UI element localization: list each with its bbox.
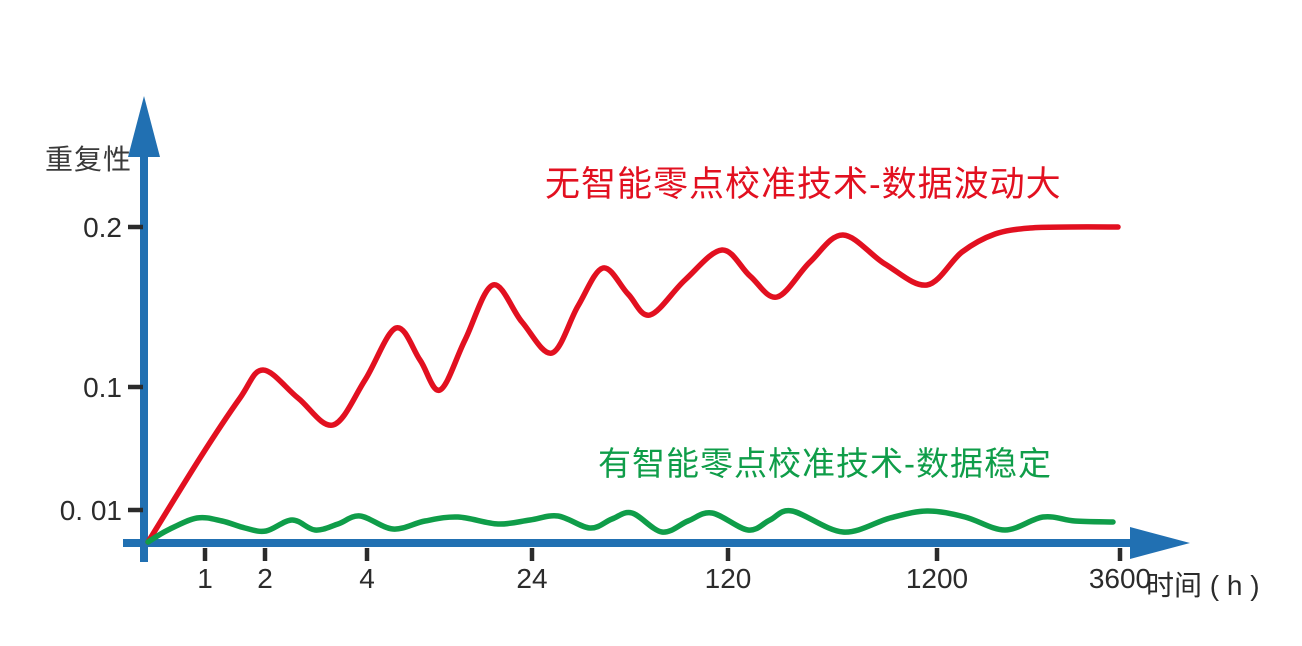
y-axis-title: 重复性: [45, 144, 133, 175]
y-axis-arrow-icon: [128, 96, 160, 157]
x-tick-label: 120: [705, 563, 752, 594]
x-tick-label: 3600: [1089, 563, 1151, 594]
y-tick-label: 0.1: [83, 372, 122, 403]
x-tick-label: 2: [257, 563, 273, 594]
x-tick-label: 1: [197, 563, 213, 594]
series-annotation-with-calibration: 有智能零点校准技术-数据稳定: [598, 445, 1052, 482]
series-line-no-calibration: [145, 224, 1121, 545]
x-tick-label: 24: [516, 563, 547, 594]
series-line-with-calibration: [145, 507, 1116, 545]
x-axis-arrow-icon: [1130, 527, 1190, 559]
y-tick-label: 0.2: [83, 212, 122, 243]
series-annotation-no-calibration: 无智能零点校准技术-数据波动大: [545, 165, 1062, 204]
y-tick-label: 0. 01: [60, 495, 122, 526]
x-tick-label: 4: [359, 563, 375, 594]
x-tick-label: 1200: [906, 563, 968, 594]
x-axis-unit-label: 时间 ( h ): [1146, 570, 1260, 601]
